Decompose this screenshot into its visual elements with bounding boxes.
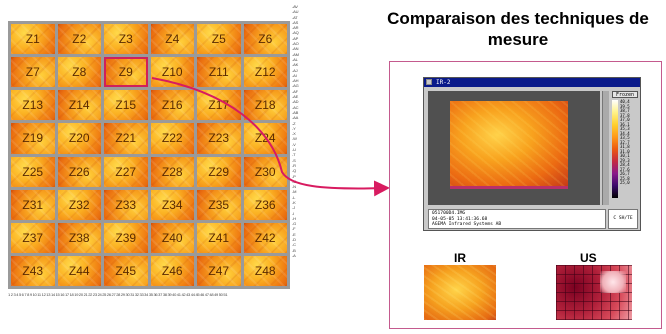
zone-tile-z35[interactable]: Z35 (197, 189, 241, 220)
zone-tile-z45[interactable]: Z45 (104, 255, 148, 286)
zone-tile-z15[interactable]: Z15 (104, 90, 148, 121)
zone-tile-z40[interactable]: Z40 (150, 222, 194, 253)
zone-tile-z27[interactable]: Z27 (104, 156, 148, 187)
zone-tile-z47[interactable]: Z47 (197, 255, 241, 286)
us-thumbnail (556, 265, 632, 320)
zone-tile-z30[interactable]: Z30 (243, 156, 287, 187)
us-label: US (580, 251, 597, 265)
ir-thermogram-image (450, 101, 568, 189)
zone-tile-z31[interactable]: Z31 (11, 189, 55, 220)
zone-tile-z42[interactable]: Z42 (243, 222, 287, 253)
zone-grid: Z1 Z2 Z3 Z4 Z5 Z6 Z7 Z8 Z9 Z10 Z11 Z12 Z13 Z14 Z15 Z16 Z… (8, 21, 290, 289)
zone-tile-z38[interactable]: Z38 (57, 222, 101, 253)
zone-tile-z32[interactable]: Z32 (57, 189, 101, 220)
ir-window-titlebar: IR-2 (424, 78, 640, 87)
zone-tile-z10[interactable]: Z10 (150, 57, 194, 88)
ir-scrollbar[interactable] (602, 91, 609, 205)
zone-tile-z48[interactable]: Z48 (243, 255, 287, 286)
ir-label: IR (454, 251, 466, 265)
zone-tile-z25[interactable]: Z25 (11, 156, 55, 187)
zone-tile-z36[interactable]: Z36 (243, 189, 287, 220)
comparison-frame (389, 61, 662, 329)
zone-tile-z28[interactable]: Z28 (150, 156, 194, 187)
zone-tile-z19[interactable]: Z19 (11, 123, 55, 154)
zone-tile-z34[interactable]: Z34 (150, 189, 194, 220)
ir-vendor: AGEMA Infrared Systems AB (432, 222, 502, 227)
ir-window-title: IR-2 (436, 79, 451, 86)
zone-tile-z43[interactable]: Z43 (11, 255, 55, 286)
zone-tile-z8[interactable]: Z8 (57, 57, 101, 88)
zone-tile-z24[interactable]: Z24 (243, 123, 287, 154)
temperature-scale: 40,4 39,5 38,7 37,8 37,0 36,1 35,3 34,4 … (612, 99, 638, 198)
zone-tile-z3[interactable]: Z3 (104, 24, 148, 55)
zone-tile-z20[interactable]: Z20 (57, 123, 101, 154)
zone-tile-z29[interactable]: Z29 (197, 156, 241, 187)
zone-tile-z44[interactable]: Z44 (57, 255, 101, 286)
zone-tile-z13[interactable]: Z13 (11, 90, 55, 121)
palette-button[interactable]: Frozen (612, 91, 638, 98)
zone-tile-z2[interactable]: Z2 (57, 24, 101, 55)
zone-tile-z22[interactable]: Z22 (150, 123, 194, 154)
ir-timestamp: 04-05-05 13:41:36.68 (432, 216, 488, 222)
zone-tile-z11[interactable]: Z11 (197, 57, 241, 88)
ir-file-info: 051700D4.IMG 04-05-05 13:41:36.68 AGEMA … (428, 209, 606, 229)
temperature-scale-bar (612, 100, 618, 198)
zone-tile-z14[interactable]: Z14 (57, 90, 101, 121)
zone-tile-z17[interactable]: Z17 (197, 90, 241, 121)
grid-row-axis: -AV -AU -AT -AS -AR -AQ -AP -AO -AN -AM … (292, 4, 299, 258)
window-close-icon[interactable] (426, 79, 432, 85)
zone-tile-z5[interactable]: Z5 (197, 24, 241, 55)
temperature-scale-labels: 40,4 39,5 38,7 37,8 37,0 36,1 35,3 34,4 … (620, 99, 630, 185)
zone-tile-z16[interactable]: Z16 (150, 90, 194, 121)
zone-tile-z21[interactable]: Z21 (104, 123, 148, 154)
zone-tile-z18[interactable]: Z18 (243, 90, 287, 121)
zone-tile-z33[interactable]: Z33 (104, 189, 148, 220)
ir-thumbnail (424, 265, 496, 320)
grid-column-axis: 1 2 3 4 5 6 7 8 9 10 11 12 13 14 15 16 1… (8, 292, 228, 297)
zone-tile-z46[interactable]: Z46 (150, 255, 194, 286)
zone-tile-z7[interactable]: Z7 (11, 57, 55, 88)
zone-tile-z23[interactable]: Z23 (197, 123, 241, 154)
zone-tile-z37[interactable]: Z37 (11, 222, 55, 253)
ir-software-window: IR-2 Frozen 40,4 39,5 38,7 37,8 37,0 36,… (423, 77, 641, 231)
zone-tile-z4[interactable]: Z4 (150, 24, 194, 55)
ir-thermogram-view (428, 91, 600, 205)
ir-status-box: C SH/TE (608, 209, 638, 229)
ir-filename: 051700D4.IMG (432, 211, 466, 216)
page-title: Comparaison des techniques de mesure (387, 9, 649, 49)
zone-tile-z41[interactable]: Z41 (197, 222, 241, 253)
zone-tile-z6[interactable]: Z6 (243, 24, 287, 55)
zone-tile-z26[interactable]: Z26 (57, 156, 101, 187)
zone-tile-z39[interactable]: Z39 (104, 222, 148, 253)
zone-tile-z9[interactable]: Z9 (104, 57, 148, 88)
zone-tile-z1[interactable]: Z1 (11, 24, 55, 55)
zone-tile-z12[interactable]: Z12 (243, 57, 287, 88)
